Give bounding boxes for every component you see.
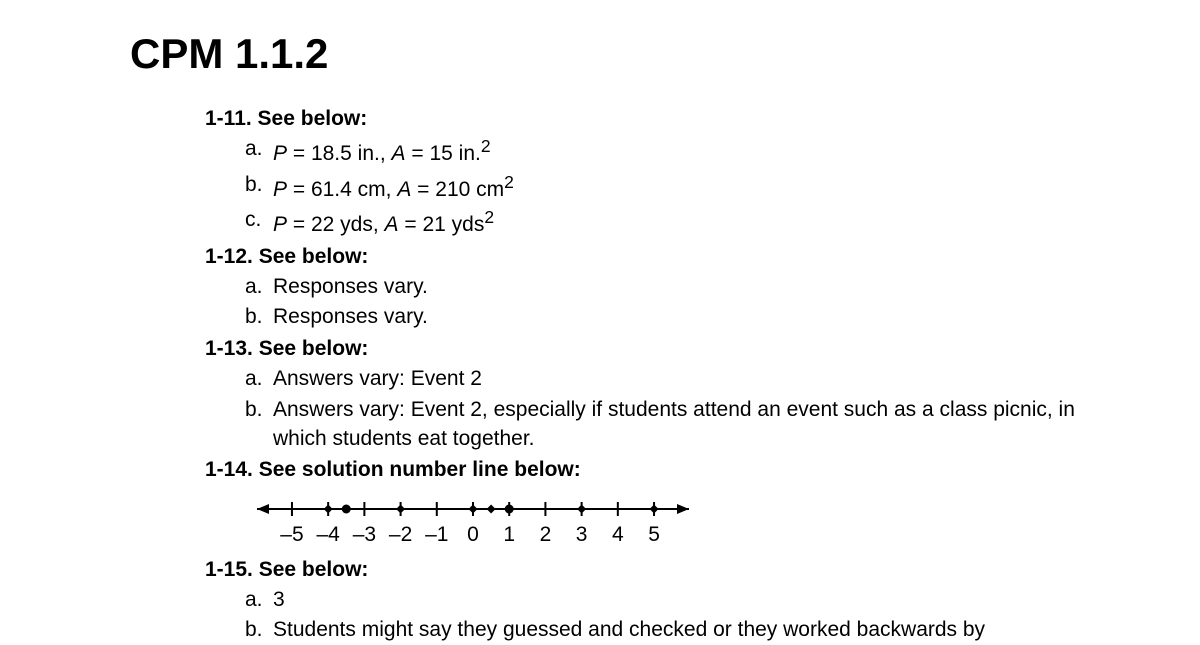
text: = 22 yds, [287,213,384,236]
item-text: 3 [273,585,285,614]
item-letter: c. [245,205,273,239]
q11-b: b. P = 61.4 cm, A = 210 cm2 [245,170,1200,204]
q13-a: a. Answers vary: Event 2 [245,364,1200,393]
svg-text:5: 5 [648,523,660,546]
text: = 61.4 cm, [287,178,397,201]
q12-heading: 1-12. See below: [205,242,1200,271]
q15-heading: 1-15. See below: [205,555,1200,584]
var-p: P [273,178,287,201]
item-letter: a. [245,585,273,614]
document-body: 1-11. See below: a. P = 18.5 in., A = 15… [130,104,1200,645]
svg-text:–1: –1 [425,523,448,546]
item-text: Students might say they guessed and chec… [273,615,985,644]
q11-heading: 1-11. See below: [205,104,1200,133]
q12-a: a. Responses vary. [245,272,1200,301]
q14-heading: 1-14. See solution number line below: [205,455,1200,484]
item-letter: b. [245,170,273,204]
svg-text:2: 2 [540,523,552,546]
item-letter: b. [245,302,273,331]
svg-text:4: 4 [612,523,624,546]
item-text: P = 61.4 cm, A = 210 cm2 [273,170,514,204]
var-a: A [385,213,399,236]
svg-text:3: 3 [576,523,588,546]
item-text: Answers vary: Event 2, especially if stu… [273,395,1093,454]
q15-b: b. Students might say they guessed and c… [245,615,1200,644]
q13-b: b. Answers vary: Event 2, especially if … [245,395,1200,454]
var-p: P [273,213,287,236]
q12-b: b. Responses vary. [245,302,1200,331]
q11-c: c. P = 22 yds, A = 21 yds2 [245,205,1200,239]
svg-text:–5: –5 [280,523,303,546]
var-a: A [397,178,411,201]
number-line-container: –5 –4 –3 –2 –1 0 1 2 3 4 5 [243,491,1200,551]
q13-heading: 1-13. See below: [205,334,1200,363]
var-a: A [392,142,406,165]
item-letter: b. [245,395,273,454]
page-title: CPM 1.1.2 [130,30,1200,78]
number-line-diagram: –5 –4 –3 –2 –1 0 1 2 3 4 5 [243,491,703,551]
item-text: P = 22 yds, A = 21 yds2 [273,205,494,239]
text: = 210 cm [411,178,504,201]
q11-a: a. P = 18.5 in., A = 15 in.2 [245,134,1200,168]
text: = 18.5 in., [287,142,392,165]
svg-text:–2: –2 [389,523,412,546]
item-text: Answers vary: Event 2 [273,364,482,393]
item-letter: a. [245,364,273,393]
svg-text:1: 1 [503,523,515,546]
text: = 21 yds [399,213,485,236]
svg-text:–4: –4 [316,523,340,546]
sup: 2 [504,172,514,192]
item-text: P = 18.5 in., A = 15 in.2 [273,134,491,168]
svg-text:0: 0 [467,523,479,546]
item-text: Responses vary. [273,302,428,331]
item-text: Responses vary. [273,272,428,301]
var-p: P [273,142,287,165]
text: = 15 in. [406,142,481,165]
item-letter: a. [245,272,273,301]
svg-text:–3: –3 [353,523,376,546]
q15-a: a. 3 [245,585,1200,614]
item-letter: b. [245,615,273,644]
item-letter: a. [245,134,273,168]
sup: 2 [481,136,491,156]
sup: 2 [484,207,494,227]
